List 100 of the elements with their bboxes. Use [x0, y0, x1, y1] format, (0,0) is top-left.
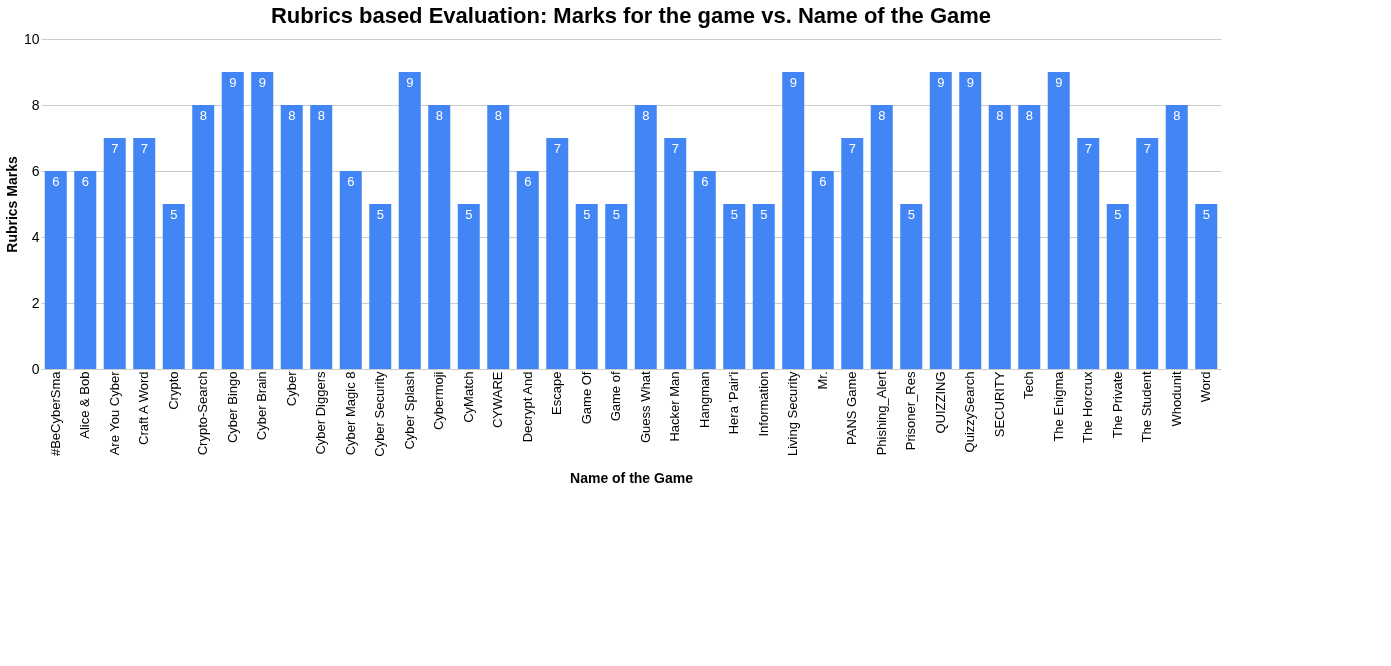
data-label: 5 [1202, 207, 1210, 222]
y-tick-label: 6 [31, 162, 40, 179]
bar [723, 204, 746, 369]
data-label: 9 [406, 75, 414, 90]
bar [103, 138, 126, 369]
x-tick-label: Guess What [637, 371, 653, 444]
bar [44, 171, 67, 369]
x-tick-label: Crypto [165, 371, 181, 410]
data-label: 8 [642, 108, 650, 123]
bar [900, 204, 923, 369]
bar [428, 105, 451, 369]
bar [369, 204, 392, 369]
x-tick-label: Cyber Brain [254, 371, 270, 441]
bar [192, 105, 215, 369]
data-label: 5 [760, 207, 768, 222]
bar [1106, 204, 1129, 369]
data-label: 8 [996, 108, 1004, 123]
data-label: 9 [937, 75, 945, 90]
bar [280, 105, 303, 369]
x-tick-label: Tech [1021, 371, 1037, 399]
data-label: 9 [258, 75, 266, 90]
bar [74, 171, 97, 369]
x-tick-label: Decrypt And [519, 371, 535, 443]
x-tick-label: The Horcrux [1080, 371, 1096, 444]
data-label: 6 [81, 174, 89, 189]
bar [929, 72, 952, 369]
bar [841, 138, 864, 369]
x-tick-label: Game Of [578, 371, 594, 425]
bar [575, 204, 598, 369]
x-axis-title: Name of the Game [570, 469, 694, 486]
x-tick-label: Living Security [785, 371, 801, 457]
x-tick-label: Crypto-Search [195, 371, 211, 456]
data-label: 5 [612, 207, 620, 222]
x-tick-label: Information [755, 371, 771, 437]
data-label: 7 [671, 141, 679, 156]
x-tick-label: Whodunit [1168, 371, 1184, 427]
bar [782, 72, 805, 369]
data-label: 8 [878, 108, 886, 123]
data-label: 5 [376, 207, 384, 222]
data-label: 5 [730, 207, 738, 222]
data-label: 7 [553, 141, 561, 156]
y-tick-label: 2 [31, 294, 40, 311]
y-tick-label: 4 [31, 228, 40, 245]
bar [339, 171, 362, 369]
x-tick-label: #BeCyberSma [47, 370, 63, 457]
x-tick-label: Game of [608, 371, 624, 422]
data-label: 9 [229, 75, 237, 90]
data-label: 5 [1114, 207, 1122, 222]
bar [1195, 204, 1218, 369]
bar [1018, 105, 1041, 369]
data-label: 7 [1143, 141, 1151, 156]
x-tick-label: CYWARE [490, 371, 506, 429]
data-label: 6 [819, 174, 827, 189]
data-label: 7 [140, 141, 148, 156]
bar [870, 105, 893, 369]
data-label: 6 [701, 174, 709, 189]
bar [752, 204, 775, 369]
x-tick-label: Hacker Man [667, 371, 683, 442]
bar [162, 204, 185, 369]
bar [811, 171, 834, 369]
x-tick-label: Prisoner_Res [903, 371, 919, 451]
data-label: 6 [524, 174, 532, 189]
bar [605, 204, 628, 369]
x-tick-label: Cyber [283, 370, 299, 407]
y-tick-label: 8 [31, 96, 40, 113]
bar [959, 72, 982, 369]
x-tick-label: Alice & Bob [77, 371, 93, 439]
x-tick-label: Phishing_Alert [873, 371, 889, 456]
data-label: 6 [347, 174, 355, 189]
data-label: 7 [111, 141, 119, 156]
bar [664, 138, 687, 369]
bar [487, 105, 510, 369]
x-tick-label: The Enigma [1050, 370, 1066, 442]
bar [251, 72, 274, 369]
bar [634, 105, 657, 369]
bar [1136, 138, 1159, 369]
data-label: 5 [907, 207, 915, 222]
x-tick-label: The Student [1139, 371, 1155, 443]
y-axis-title: Rubrics Marks [3, 156, 20, 253]
x-tick-label: CyMatch [460, 371, 476, 423]
y-tick-label: 10 [23, 30, 40, 47]
bar [457, 204, 480, 369]
bar [988, 105, 1011, 369]
bar [516, 171, 539, 369]
data-label: 8 [1025, 108, 1033, 123]
x-tick-label: Mr. [814, 371, 830, 390]
data-label: 5 [170, 207, 178, 222]
x-tick-label: Cyber Security [372, 371, 388, 457]
x-tick-label: QuizzySearch [962, 371, 978, 453]
data-label: 8 [199, 108, 207, 123]
bar [310, 105, 333, 369]
x-tick-label: The Private [1109, 371, 1125, 438]
data-label: 9 [966, 75, 974, 90]
x-tick-label: PANS Game [844, 371, 860, 445]
bar [1165, 105, 1188, 369]
data-label: 8 [435, 108, 443, 123]
x-tick-label: SECURITY [991, 371, 1007, 438]
y-tick-label: 0 [31, 360, 40, 377]
bar [546, 138, 569, 369]
data-label: 9 [1055, 75, 1063, 90]
